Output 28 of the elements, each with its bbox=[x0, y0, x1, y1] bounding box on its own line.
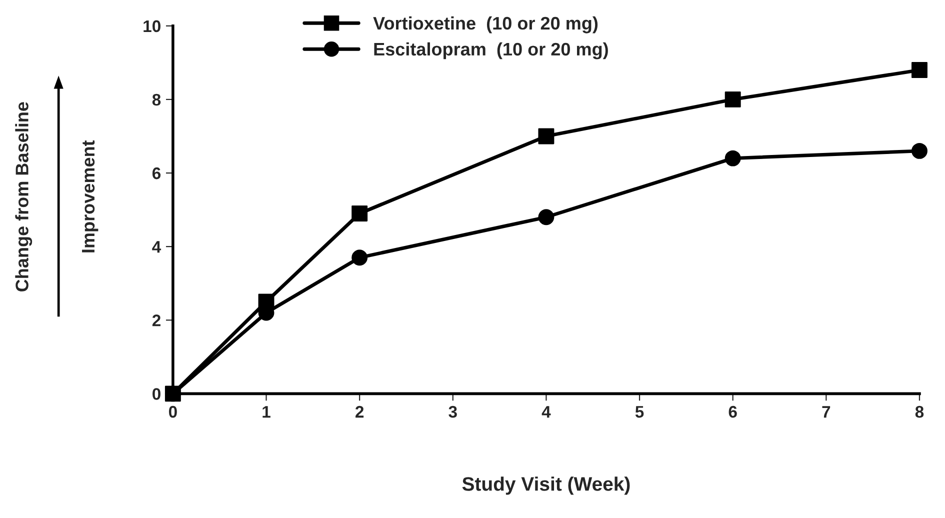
x-tick-label: 8 bbox=[915, 406, 924, 418]
y-tick-label: 10 bbox=[144, 20, 160, 32]
text: Change from Baseline bbox=[15, 102, 32, 292]
x-tick-label: 0 bbox=[168, 406, 177, 418]
legend-label: Escitalopram (10 or 20 mg) bbox=[374, 42, 608, 60]
x-tick-label: 5 bbox=[635, 406, 644, 418]
x-axis-title: Study Visit (Week) bbox=[462, 476, 630, 495]
point bbox=[912, 62, 928, 78]
x-tick-label: 1 bbox=[262, 406, 270, 418]
point bbox=[538, 209, 554, 226]
y-tick-label: 4 bbox=[152, 241, 162, 253]
point bbox=[724, 91, 741, 108]
x-tick-label: 2 bbox=[356, 406, 364, 418]
point bbox=[538, 128, 554, 144]
point bbox=[724, 150, 741, 166]
x-tick-label: 7 bbox=[822, 406, 830, 418]
point bbox=[912, 142, 928, 159]
point bbox=[352, 250, 368, 266]
x-tick-label: 4 bbox=[542, 406, 551, 418]
x-tick-label: 3 bbox=[448, 406, 457, 418]
text: Improvement bbox=[82, 140, 98, 252]
y-tick-label: 8 bbox=[152, 94, 161, 106]
legend-label: Vortioxetine (10 or 20 mg) bbox=[373, 16, 598, 34]
y-tick-label: 6 bbox=[152, 167, 161, 180]
y-tick-label: 2 bbox=[152, 314, 160, 326]
y-tick-label: 0 bbox=[152, 388, 160, 400]
point bbox=[352, 205, 368, 222]
x-tick-label: 6 bbox=[728, 406, 737, 418]
